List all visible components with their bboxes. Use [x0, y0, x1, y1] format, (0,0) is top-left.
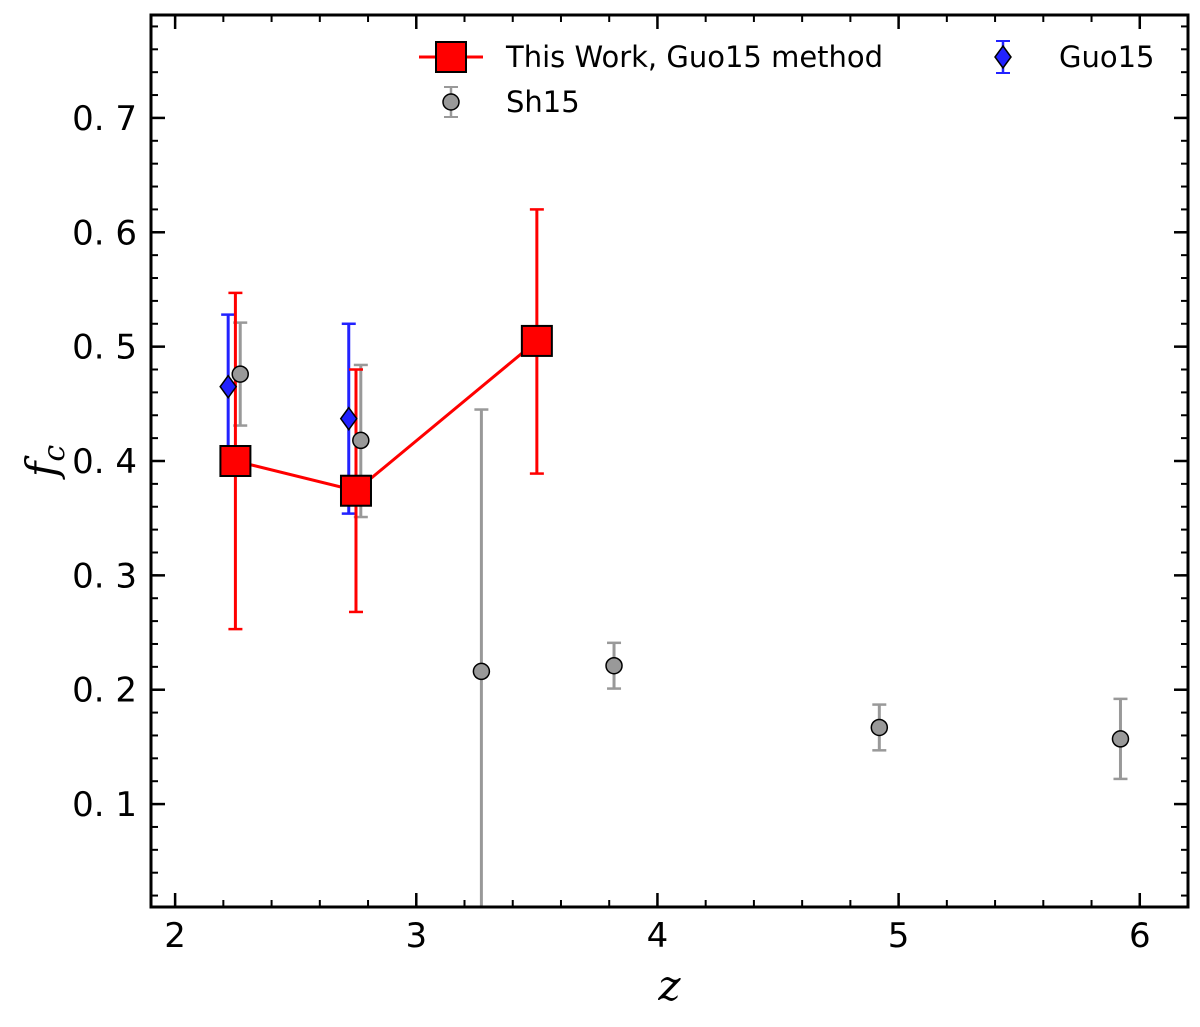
legend-item-guo15 [994, 40, 1012, 74]
minor-ticks [151, 15, 1188, 907]
legend: This Work, Guo15 method Guo15 Sh15 [419, 40, 1155, 119]
point-this-work-guo15-method [339, 474, 372, 507]
legend-label-guo15: Guo15 [1059, 40, 1155, 74]
y-tick-label: 0. 5 [72, 328, 137, 368]
y-tick-label: 0. 3 [72, 556, 137, 596]
data-markers [219, 324, 1130, 748]
legend-marker-sh15 [442, 93, 460, 111]
legend-item-sh15 [442, 86, 460, 118]
point-sh15 [605, 656, 623, 675]
major-ticks [151, 15, 1188, 907]
legend-label-sh15: Sh15 [506, 85, 580, 119]
point-sh15 [472, 662, 491, 681]
point-sh15 [870, 718, 889, 737]
y-tick-label: 0. 4 [72, 442, 137, 482]
y-tick-label: 0. 7 [72, 99, 137, 139]
error-bars [221, 208, 1128, 907]
y-tick-label: 0. 6 [72, 213, 137, 253]
point-sh15 [231, 365, 249, 383]
x-tick-label: 6 [1129, 916, 1151, 956]
tick-labels: 2 3 4 5 6 0. 1 0. 2 0. 3 0. 4 0. 5 0. 6 0. 7 [72, 99, 1150, 956]
legend-item-this-work [419, 41, 483, 73]
y-tick-label: 0. 1 [72, 785, 137, 825]
point-this-work-guo15-method [520, 324, 553, 357]
y-tick-label: 0. 2 [72, 671, 137, 711]
point-sh15 [1111, 730, 1130, 748]
x-tick-label: 2 [164, 916, 186, 956]
point-guo15 [339, 406, 358, 431]
x-tick-label: 5 [888, 916, 910, 956]
series-lines [235, 339, 538, 493]
y-axis-label-subscript: c [37, 445, 72, 462]
y-axis-label: fc [17, 445, 72, 481]
x-tick-label: 4 [647, 916, 669, 956]
legend-label-this-work: This Work, Guo15 method [505, 40, 883, 74]
x-axis-label: z [657, 961, 681, 1010]
point-this-work-guo15-method [219, 445, 252, 477]
line-this-work-guo15-method [235, 339, 538, 493]
legend-marker-guo15 [994, 44, 1012, 70]
legend-marker-this-work [435, 41, 467, 73]
point-guo15 [219, 374, 238, 399]
x-tick-label: 3 [405, 916, 427, 956]
plot-frame [149, 13, 1190, 909]
point-sh15 [352, 431, 370, 450]
